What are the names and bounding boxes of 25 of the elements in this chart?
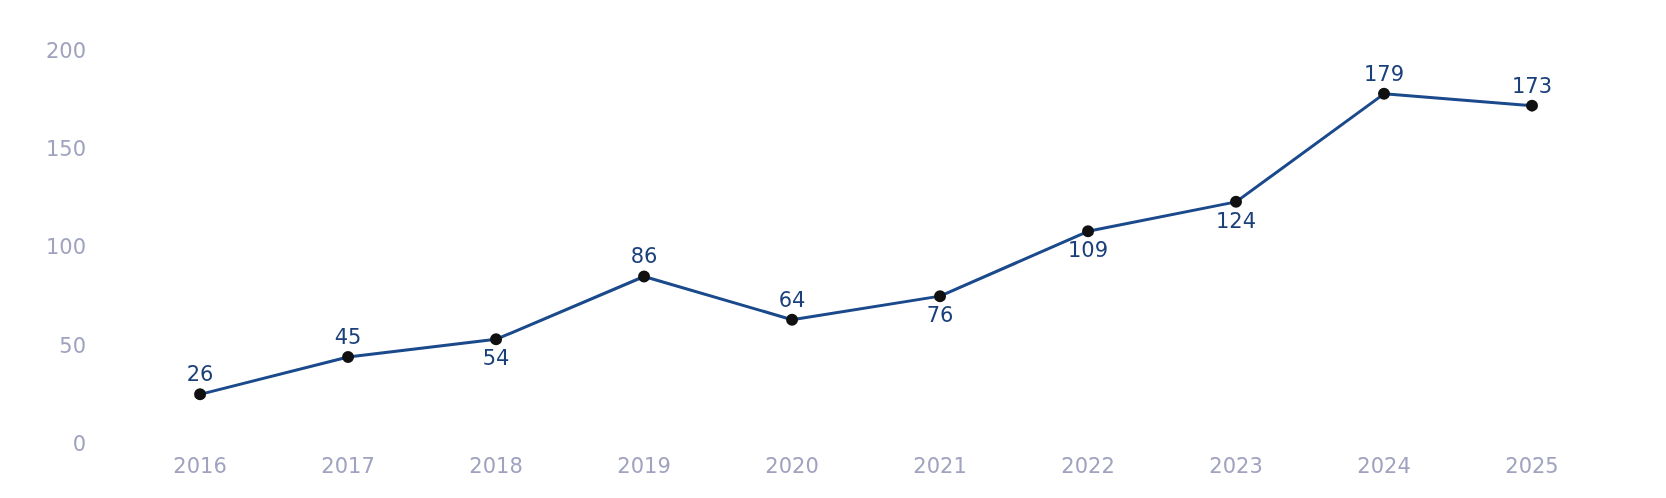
data-label: 54 [482, 346, 510, 371]
x-tick-label: 2025 [1505, 454, 1559, 479]
y-tick-label: 50 [59, 333, 87, 358]
y-tick-label: 200 [45, 39, 87, 64]
x-tick-label: 2021 [913, 454, 967, 479]
x-tick-label: 2016 [173, 454, 227, 479]
data-label: 26 [186, 362, 214, 387]
x-tick-label: 2019 [617, 454, 671, 479]
data-label: 86 [630, 244, 658, 269]
x-tick-label: 2018 [469, 454, 523, 479]
x-tick-label: 2023 [1209, 454, 1263, 479]
y-tick-label: 100 [45, 235, 87, 260]
data-label: 124 [1215, 208, 1257, 233]
data-label: 64 [778, 287, 806, 312]
x-tick-label: 2017 [321, 454, 375, 479]
data-label: 109 [1067, 238, 1109, 263]
data-label: 179 [1363, 61, 1405, 86]
y-tick-label: 150 [45, 137, 87, 162]
x-tick-label: 2022 [1061, 454, 1115, 479]
y-tick-label: 0 [72, 431, 87, 456]
data-label: 76 [926, 303, 954, 328]
data-label: 173 [1511, 73, 1553, 98]
x-tick-label: 2020 [765, 454, 819, 479]
data-label: 45 [334, 324, 362, 349]
x-tick-label: 2024 [1357, 454, 1411, 479]
